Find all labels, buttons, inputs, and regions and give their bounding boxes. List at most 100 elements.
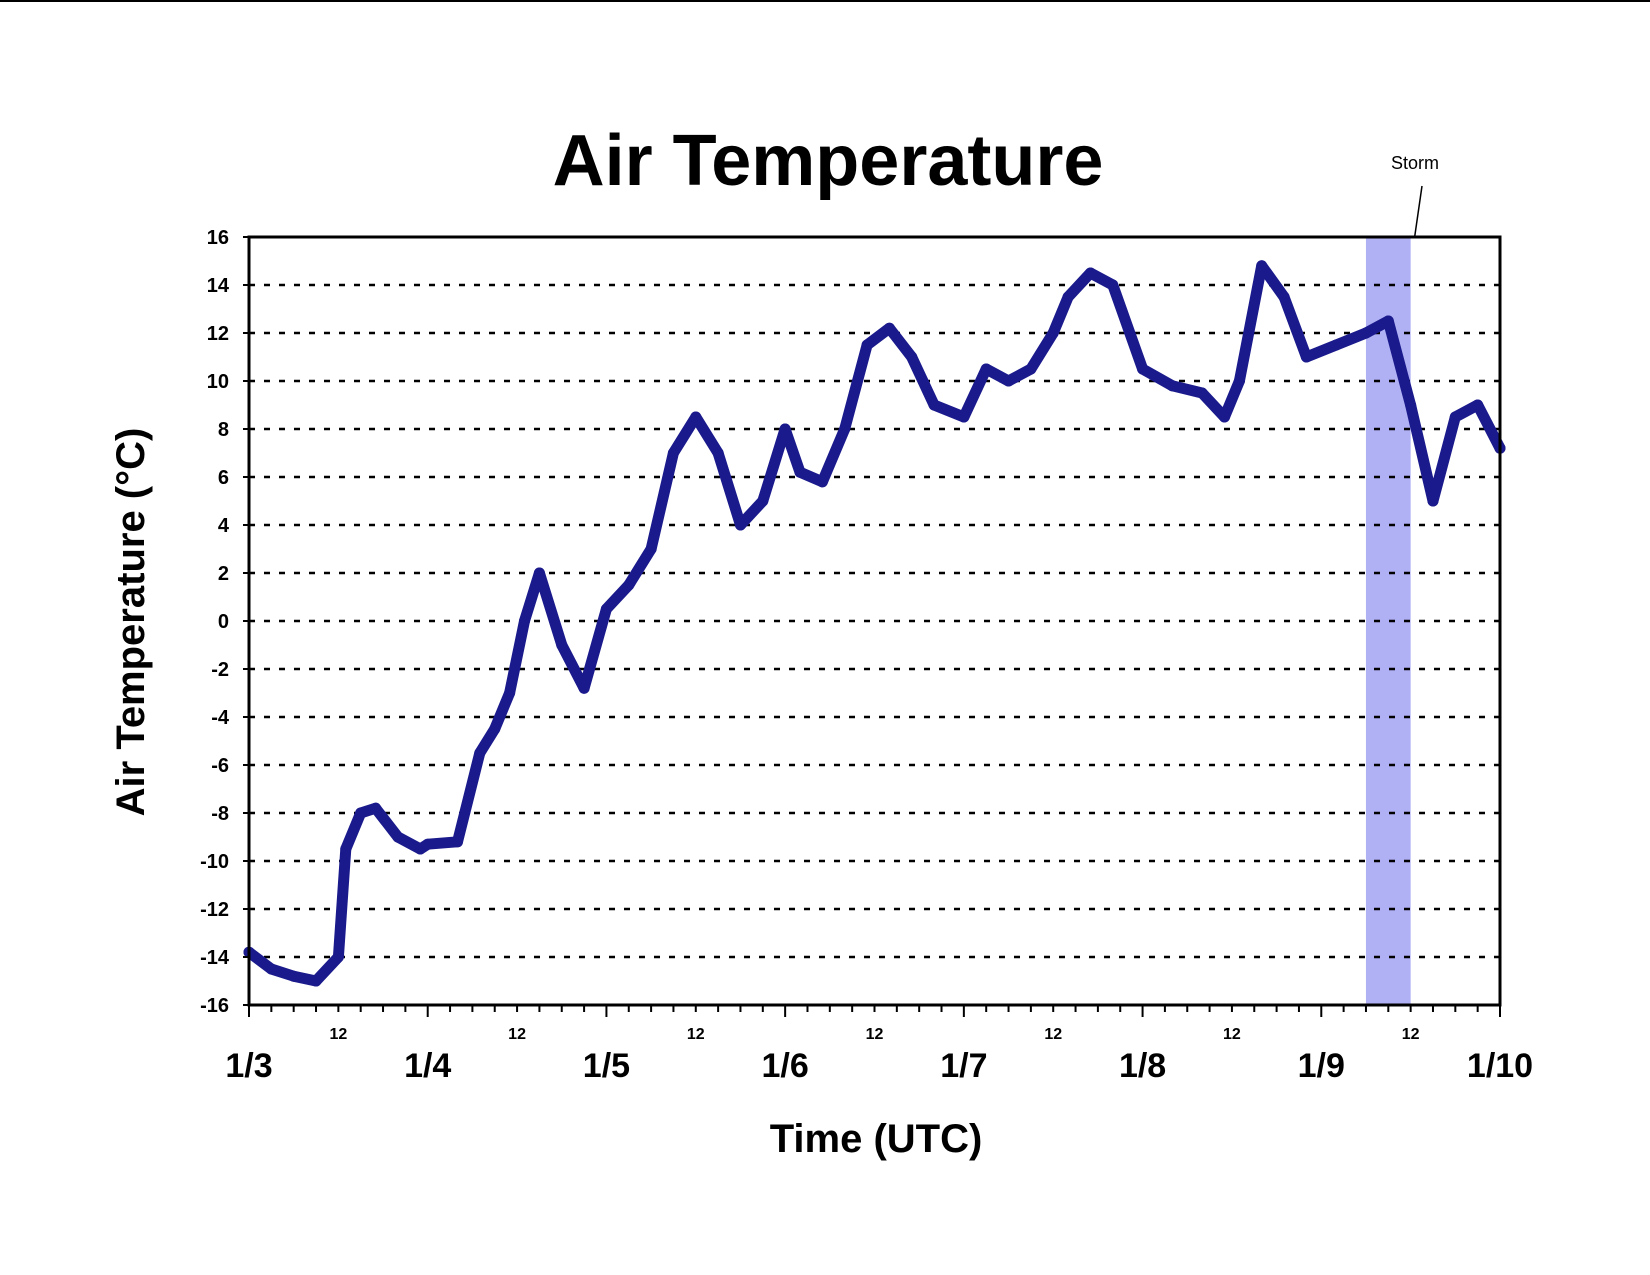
data-point — [1047, 327, 1059, 339]
y-tick-label: 8 — [218, 419, 229, 441]
x-tick-label: 1/3 — [225, 1047, 272, 1085]
y-axis-ticks: 16 14 12 10 8 6 4 2 0 -2 -4 -6 -8 -10 -12 -14 -16 — [200, 227, 249, 1017]
data-point — [734, 519, 746, 531]
storm-annotation-leader — [1413, 185, 1423, 238]
y-tick-label: -14 — [200, 947, 230, 969]
data-point — [578, 682, 590, 694]
data-point — [1330, 339, 1342, 351]
x-minor-tick-label: 12 — [329, 1026, 347, 1043]
x-minor-tick-label: 12 — [508, 1026, 526, 1043]
data-point — [452, 836, 463, 848]
y-tick-label: -12 — [200, 899, 229, 921]
data-point — [1382, 315, 1394, 327]
data-point — [474, 747, 486, 759]
top-border-line — [0, 0, 1650, 2]
data-point — [332, 951, 344, 963]
data-point — [757, 495, 769, 507]
data-point — [980, 363, 992, 375]
data-point — [1360, 327, 1372, 339]
y-tick-label: 10 — [207, 371, 229, 393]
data-point — [533, 567, 545, 579]
gridlines — [249, 283, 1500, 959]
data-point — [690, 411, 702, 423]
data-point — [712, 447, 724, 459]
data-point — [556, 639, 568, 651]
data-point — [861, 339, 873, 351]
y-tick-label: 4 — [218, 515, 230, 537]
storm-annotation-label: Storm — [1391, 153, 1439, 173]
data-point — [1218, 411, 1230, 423]
x-minor-tick-label: 12 — [866, 1026, 884, 1043]
data-point — [794, 466, 806, 478]
data-point — [1025, 363, 1037, 375]
data-point — [1256, 260, 1268, 272]
x-minor-tick-label: 12 — [1402, 1026, 1420, 1043]
x-tick-label: 1/10 — [1467, 1047, 1533, 1085]
data-point — [816, 476, 828, 488]
data-point — [1405, 399, 1417, 411]
data-point — [265, 963, 277, 975]
y-tick-label: 2 — [218, 563, 229, 585]
storm-shaded-band — [1365, 237, 1411, 1005]
data-point — [1233, 375, 1245, 387]
data-point — [1166, 380, 1178, 392]
x-tick-label: 1/4 — [404, 1047, 451, 1085]
data-point — [1278, 291, 1290, 303]
data-point — [906, 351, 918, 363]
x-tick-label: 1/5 — [583, 1047, 630, 1085]
data-point — [1300, 351, 1312, 363]
x-tick-label: 1/6 — [762, 1047, 809, 1085]
x-axis-label: Time (UTC) — [770, 1117, 983, 1161]
data-point — [340, 843, 352, 855]
data-point — [779, 423, 791, 435]
data-point — [839, 423, 851, 435]
y-tick-label: 16 — [207, 227, 229, 249]
x-axis-ticks: 1/3 12 1/4 12 1/5 12 1/6 12 1/7 12 1/8 12 1/9 12 1/10 — [225, 1005, 1533, 1085]
data-point — [623, 579, 635, 591]
y-tick-label: 14 — [207, 275, 230, 297]
data-point — [1472, 399, 1484, 411]
data-point — [519, 615, 531, 627]
y-tick-label: 0 — [218, 611, 229, 633]
data-point — [928, 399, 940, 411]
x-tick-label: 1/8 — [1119, 1047, 1166, 1085]
data-point — [667, 447, 679, 459]
y-tick-label: -2 — [211, 659, 229, 681]
data-point — [958, 411, 970, 423]
chart-title: Air Temperature — [553, 121, 1104, 201]
series-line — [243, 260, 1506, 987]
y-tick-label: -10 — [200, 851, 229, 873]
data-point — [883, 322, 895, 334]
data-point — [355, 807, 367, 819]
data-point — [310, 975, 322, 987]
x-minor-tick-label: 12 — [1044, 1026, 1062, 1043]
data-point — [392, 831, 404, 843]
y-tick-label: -8 — [211, 803, 229, 825]
x-tick-label: 1/9 — [1298, 1047, 1345, 1085]
y-tick-label: -16 — [200, 995, 229, 1017]
x-minor-tick-label: 12 — [1223, 1026, 1241, 1043]
data-point — [1137, 363, 1149, 375]
y-tick-label: 6 — [218, 467, 229, 489]
x-tick-label: 1/7 — [940, 1047, 987, 1085]
data-point — [1427, 495, 1439, 507]
data-point — [600, 603, 612, 615]
y-tick-label: -6 — [211, 755, 229, 777]
data-point — [370, 802, 382, 814]
y-tick-label: 12 — [207, 323, 229, 345]
data-point — [1196, 387, 1208, 399]
data-point — [645, 543, 657, 555]
data-point — [1003, 375, 1015, 387]
series-markers — [243, 260, 1506, 987]
data-point — [504, 687, 516, 699]
data-point — [489, 723, 501, 735]
data-point — [1107, 279, 1119, 291]
data-point — [1062, 291, 1074, 303]
data-point — [422, 838, 434, 850]
y-tick-label: -4 — [211, 707, 230, 729]
data-point — [1449, 411, 1461, 423]
x-minor-tick-label: 12 — [687, 1026, 705, 1043]
data-point — [1084, 267, 1096, 279]
y-axis-label: Air Temperature (°C) — [109, 428, 153, 817]
